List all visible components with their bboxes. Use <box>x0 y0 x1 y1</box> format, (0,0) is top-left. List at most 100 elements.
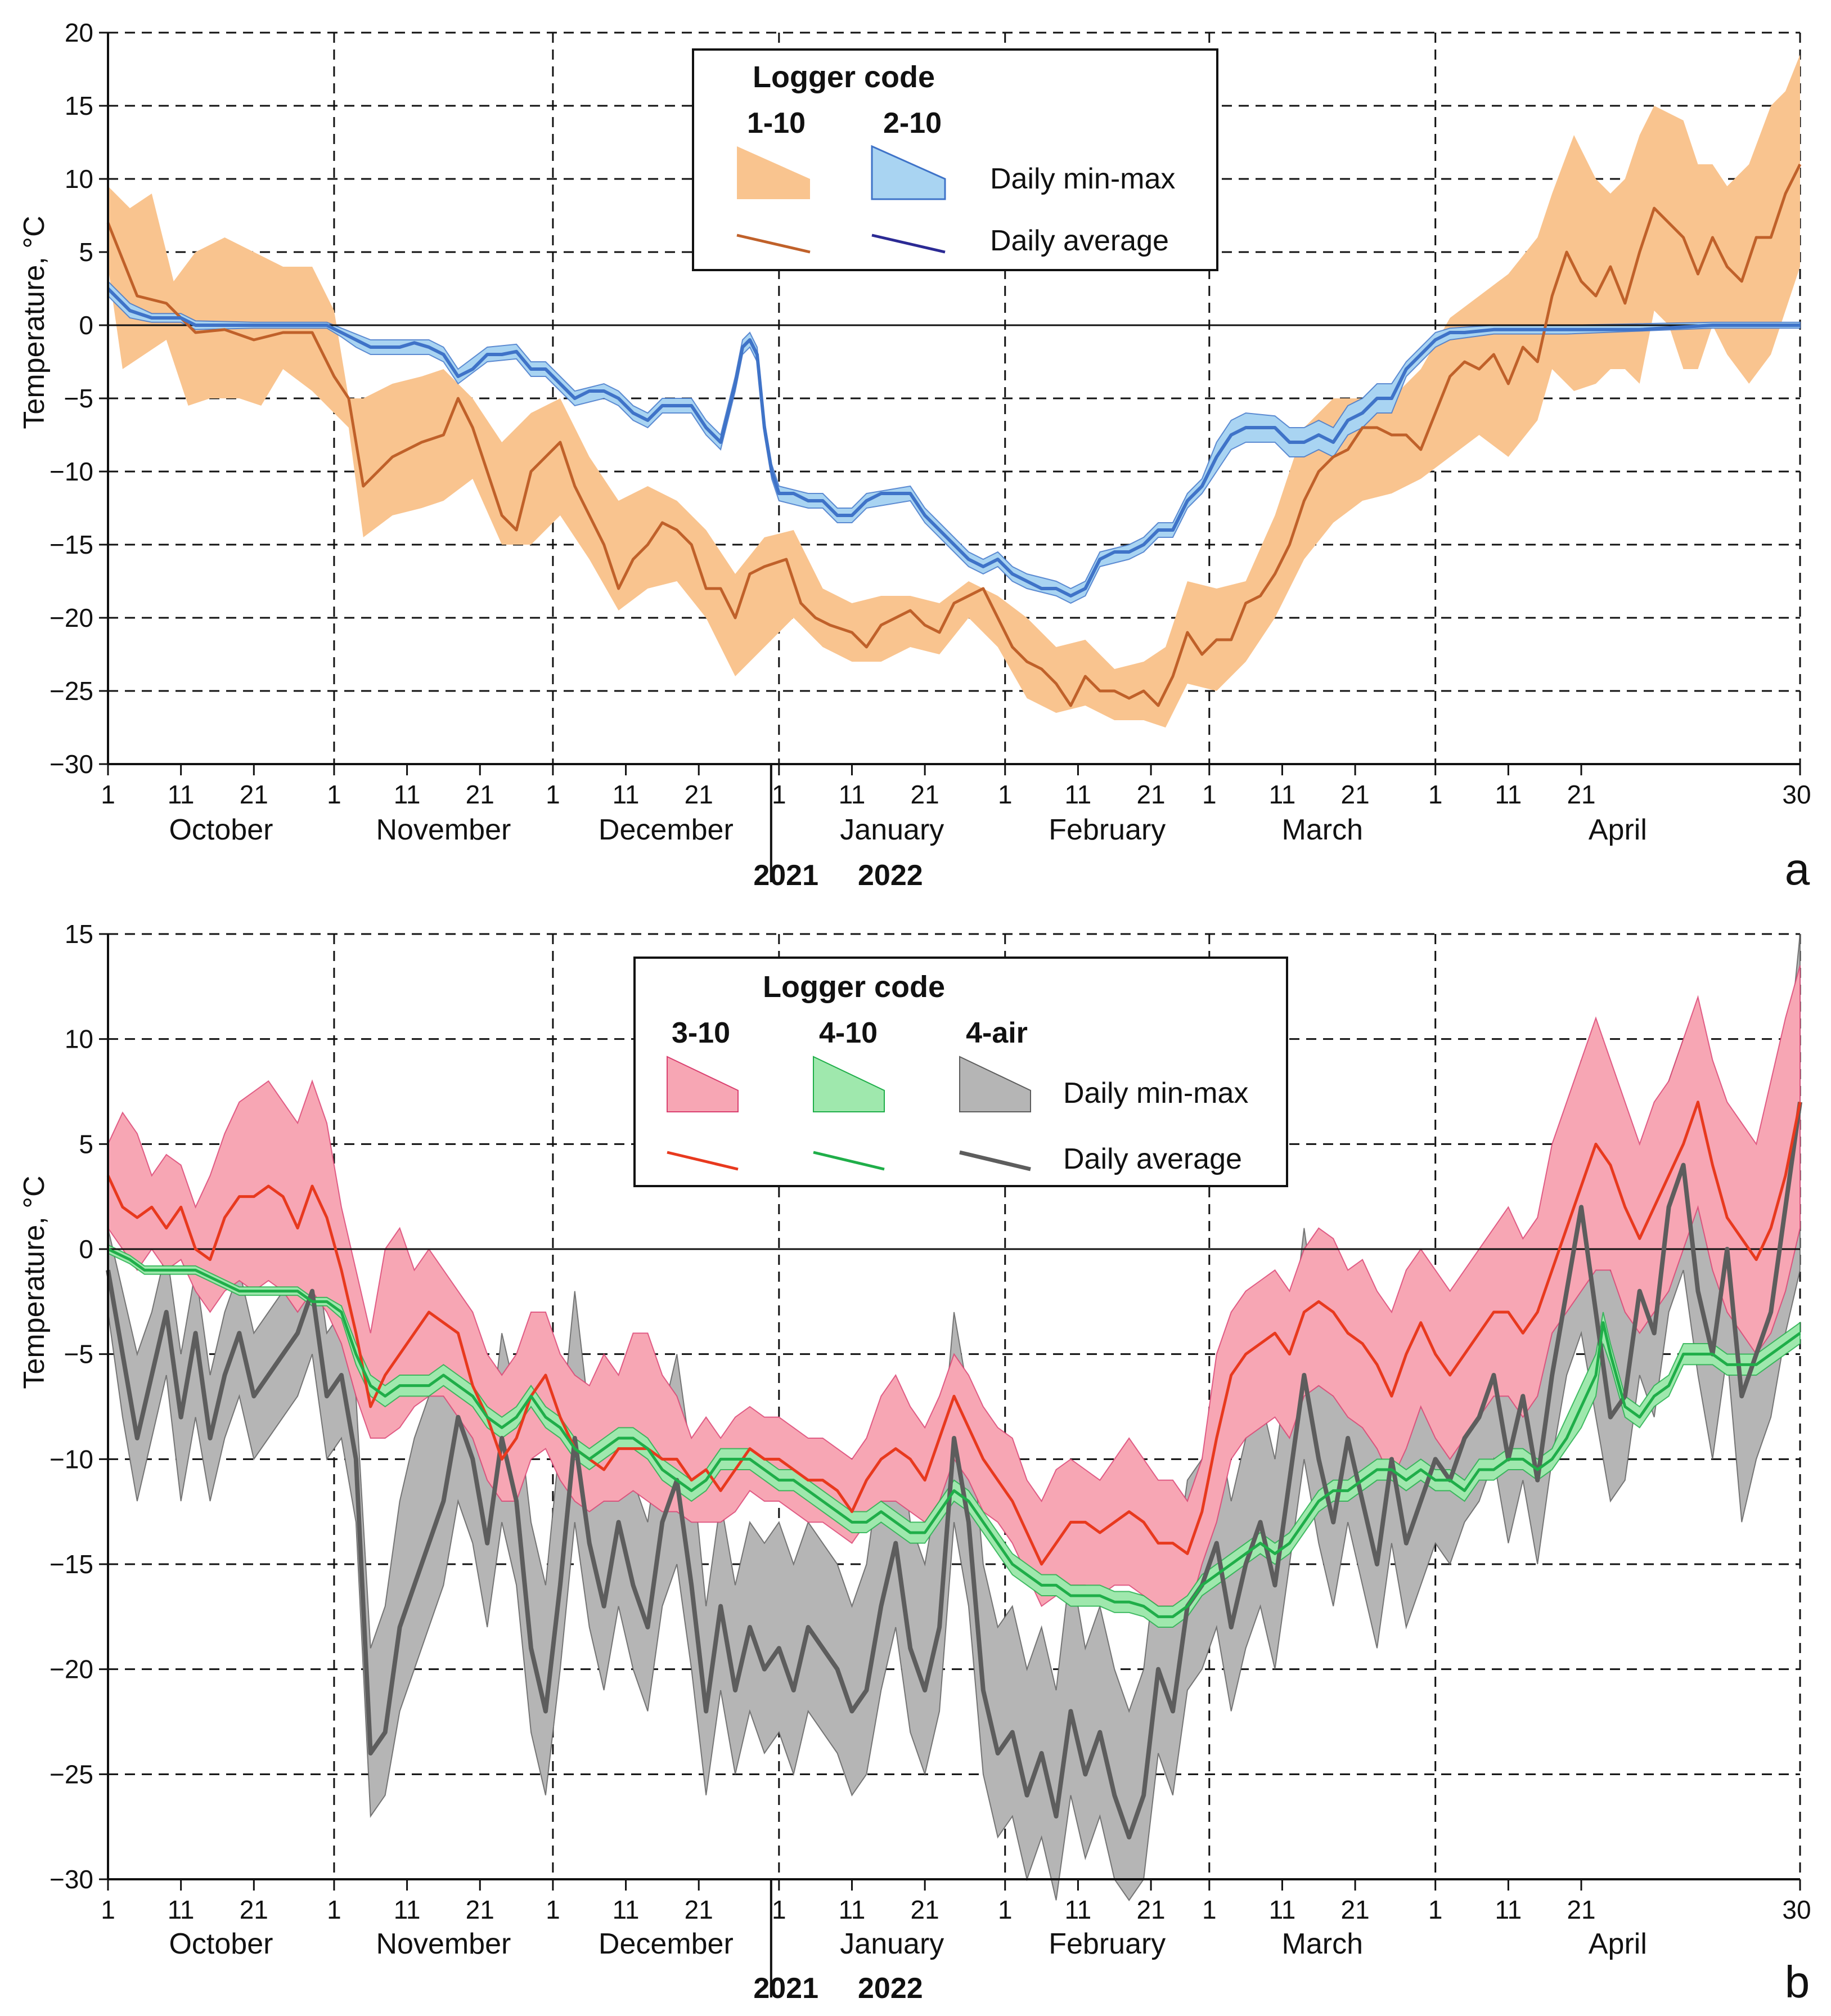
panel-b-lines <box>106 1101 1802 1840</box>
x-tick-label: 1 <box>1202 1895 1217 1924</box>
x-tick-label: 11 <box>168 780 195 809</box>
month-label: November <box>376 1928 511 1960</box>
panel-a-legend-avg-label: Daily average <box>990 225 1169 257</box>
x-tick-label: 11 <box>1065 780 1092 809</box>
y-tick-label: −15 <box>50 1550 93 1579</box>
x-tick-label: 21 <box>240 1895 268 1924</box>
month-label: November <box>376 814 511 846</box>
panel-a-legend-code-2: 2-10 <box>883 107 942 140</box>
month-label: April <box>1589 814 1647 846</box>
x-tick-label: 21 <box>1136 780 1165 809</box>
x-tick-label: 11 <box>168 1895 195 1924</box>
month-label: February <box>1049 1928 1166 1960</box>
panel-a-legend: Logger code 1-10 2-10 Daily min-max Dail… <box>692 48 1218 271</box>
x-tick-label: 21 <box>1341 780 1370 809</box>
range-band-3-10 <box>107 965 1801 1618</box>
x-tick-label: 11 <box>394 1895 421 1924</box>
x-tick-label: 21 <box>1567 1895 1595 1924</box>
month-label: December <box>599 1928 734 1960</box>
month-label: January <box>840 1928 944 1960</box>
x-tick-label: 1 <box>998 1895 1013 1924</box>
x-tick-label: 1 <box>998 780 1013 809</box>
x-tick-label: 1 <box>1428 1895 1443 1924</box>
y-tick-label: 0 <box>79 1234 93 1264</box>
panel-b-legend-swatch-range-2 <box>813 1056 885 1112</box>
x-tick-label: 21 <box>1567 780 1595 809</box>
panel-b-y-axis-label: Temperature, °C <box>18 1175 51 1389</box>
x-tick-label: 11 <box>394 780 421 809</box>
x-tick-label: 11 <box>1269 780 1296 809</box>
y-tick-label: −30 <box>50 749 93 779</box>
panel-b-legend-title: Logger code <box>763 970 945 1004</box>
y-tick-label: −25 <box>50 676 93 706</box>
x-tick-label: 1 <box>327 1895 341 1924</box>
month-label: December <box>599 814 734 846</box>
y-tick-label: 15 <box>65 919 93 949</box>
x-tick-label: 21 <box>240 780 268 809</box>
x-tick-label: 21 <box>1341 1895 1370 1924</box>
month-label: October <box>169 1928 273 1960</box>
x-tick-label-last: 30 <box>1782 780 1811 809</box>
panel-b-legend-code-2: 4-10 <box>819 1017 878 1049</box>
panel-b-label: b <box>1785 1957 1810 2007</box>
y-tick-label: 10 <box>65 1025 93 1054</box>
x-tick-label: 11 <box>839 780 866 809</box>
x-tick-label: 1 <box>101 780 115 809</box>
y-tick-label: −5 <box>64 384 93 413</box>
y-tick-label: −15 <box>50 530 93 559</box>
y-tick-label: 0 <box>79 311 93 340</box>
panel-b-year-right: 2022 <box>858 1972 923 2005</box>
x-tick-label: 11 <box>1495 1895 1522 1924</box>
month-label: January <box>840 814 944 846</box>
panel-a-legend-swatch-avg-2 <box>871 234 946 254</box>
x-tick-label: 1 <box>1202 780 1217 809</box>
range-band-1-10 <box>108 55 1800 728</box>
panel-a-label: a <box>1785 844 1810 894</box>
x-tick-label: 1 <box>546 1895 560 1924</box>
panel-b-legend-code-3: 4-air <box>966 1017 1028 1049</box>
panel-b-legend-swatch-avg-3 <box>959 1150 1031 1171</box>
x-tick-label: 21 <box>466 1895 494 1924</box>
panel-a-lines <box>106 163 1802 707</box>
panel-b-year-left: 2021 <box>753 1972 818 2005</box>
panel-b-legend-avg-label: Daily average <box>1063 1143 1242 1175</box>
y-tick-label: 20 <box>65 18 93 47</box>
panel-a-legend-box <box>692 48 1218 271</box>
y-tick-label: 15 <box>65 91 93 120</box>
y-tick-label: −20 <box>50 603 93 632</box>
x-tick-label: 21 <box>685 1895 713 1924</box>
range-band-4-10 <box>107 1243 1801 1628</box>
avg-line-4-10 <box>107 1247 1801 1618</box>
panel-a-year-left: 2021 <box>753 859 818 892</box>
x-tick-label-last: 30 <box>1782 1895 1811 1924</box>
x-tick-label: 1 <box>546 780 560 809</box>
panel-a-legend-swatch-range-1 <box>737 146 810 199</box>
panel-a-legend-code-1: 1-10 <box>747 107 806 140</box>
y-tick-label: 5 <box>79 1129 93 1159</box>
panel-a-legend-swatch-range-2 <box>871 145 946 200</box>
y-tick-label: −10 <box>50 457 93 486</box>
panel-a-y-axis-label: Temperature, °C <box>18 215 51 429</box>
avg-line-3-10 <box>106 1101 1802 1566</box>
x-tick-label: 11 <box>1495 780 1522 809</box>
x-tick-label: 1 <box>772 1895 786 1924</box>
x-tick-label: 1 <box>327 780 341 809</box>
panel-a-legend-range-label: Daily min-max <box>990 163 1175 195</box>
range-band-2-10 <box>107 280 1801 604</box>
panel-a-legend-swatch-avg-1 <box>736 234 811 254</box>
y-tick-label: −5 <box>64 1340 93 1369</box>
x-tick-label: 21 <box>1136 1895 1165 1924</box>
panel-b-bands <box>107 933 1801 1902</box>
month-label: February <box>1049 814 1166 846</box>
panel-b-legend: Logger code 3-10 4-10 4-air Daily min-ma… <box>633 957 1288 1187</box>
panel-b-legend-swatch-range-3 <box>959 1056 1031 1112</box>
x-tick-label: 1 <box>1428 780 1443 809</box>
panel-a-bands <box>107 55 1801 728</box>
panel-a-year-right: 2022 <box>858 859 923 892</box>
month-label: October <box>169 814 273 846</box>
